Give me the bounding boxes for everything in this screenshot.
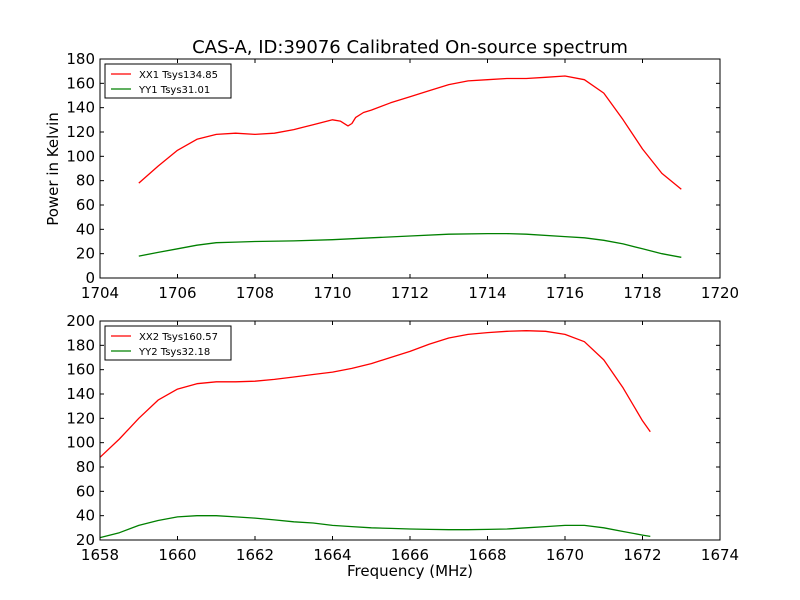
y-tick-label: 200 [66,312,95,330]
y-tick-label: 20 [76,245,95,263]
y-tick-label: 20 [76,531,95,549]
x-tick-label: 1666 [391,546,429,564]
y-tick-label: 180 [66,50,95,68]
x-tick-label: 1720 [701,284,739,302]
x-axis-label: Frequency (MHz) [347,562,473,580]
top-panel: 1704 1706 1708 1710 1712 1714 1716 1718 1720 0 20 4… [66,50,739,302]
y-axis-label: Power in Kelvin [44,112,62,226]
x-tick-label: 1716 [546,284,584,302]
y-tick-label: 160 [66,361,95,379]
x-tick-label: 1704 [81,284,119,302]
y-tick-label: 180 [66,336,95,354]
x-tick-label: 1664 [313,546,351,564]
y-tick-label: 60 [76,196,95,214]
x-tick-label: 1670 [546,546,584,564]
series-line-1 [99,330,651,458]
y-tick-label: 100 [66,434,95,452]
x-tick-label: 1712 [391,284,429,302]
legend-box [104,63,232,99]
y-tick-label: 80 [76,172,95,190]
legend-box [104,325,232,361]
y-tick-label: 0 [85,269,95,287]
y-tick-label: 120 [66,409,95,427]
y-tick-label: 140 [66,385,95,403]
series-line-2 [99,515,651,539]
series-line-2 [138,232,682,258]
bottom-panel: 1658 1660 1662 1664 1666 1668 1670 1672 1674 20 40… [66,312,739,564]
y-tick-label: 100 [66,147,95,165]
x-tick-label: 1706 [158,284,196,302]
x-tick-label: 1718 [623,284,661,302]
x-tick-label: 1714 [468,284,506,302]
y-tick-label: 40 [76,507,95,525]
x-tick-label: 1662 [236,546,274,564]
y-tick-label: 140 [66,99,95,117]
x-tick-label: 1658 [81,546,119,564]
legend-label: YY1 Tsys31.01 [138,85,210,96]
y-tick-label: 40 [76,220,95,238]
x-tick-label: 1668 [468,546,506,564]
figure-title: CAS-A, ID:39076 Calibrated On-source spe… [192,37,628,58]
legend-label: XX2 Tsys160.57 [139,332,218,343]
y-tick-label: 80 [76,458,95,476]
legend-label: YY2 Tsys32.18 [138,347,210,358]
x-tick-label: 1674 [701,546,739,564]
x-tick-label: 1710 [313,284,351,302]
y-tick-label: 160 [66,74,95,92]
x-tick-label: 1672 [623,546,661,564]
y-tick-label: 120 [66,123,95,141]
legend-label: XX1 Tsys134.85 [139,70,218,81]
x-tick-label: 1660 [158,546,196,564]
x-tick-label: 1708 [236,284,274,302]
y-tick-label: 60 [76,482,95,500]
series-line-1 [138,75,682,190]
